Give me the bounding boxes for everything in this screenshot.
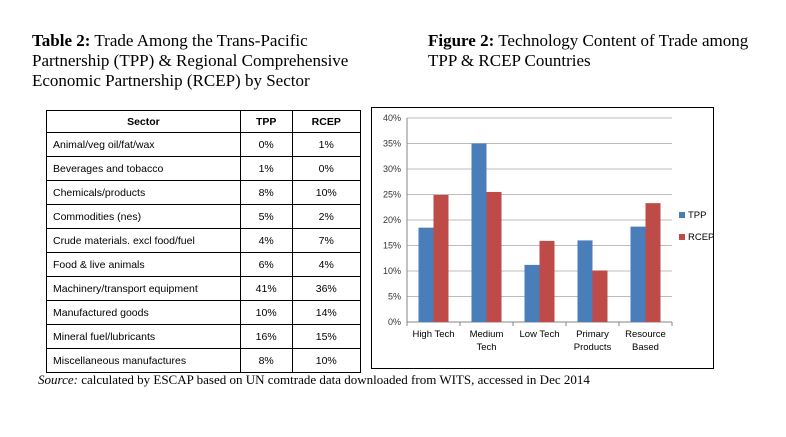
table-row: Food & live animals 6% 4% [46,252,361,277]
sector-cell: Crude materials. excl food/fuel [46,228,241,253]
chart-frame: 0% 5% 10% 15% 20% 25% 30% 35% 40% High Tech Medium… [371,107,714,369]
bar-rcep [592,270,608,322]
table-row: Crude materials. excl food/fuel 4% 7% [46,228,361,253]
header-tpp: TPP [239,110,293,133]
category-label: Low Tech [520,329,560,340]
tpp-cell: 6% [239,252,293,277]
bar-tpp [471,143,487,322]
category-label: Tech [476,342,496,353]
tpp-cell: 8% [239,180,293,205]
rcep-cell: 36% [291,276,361,301]
source-note: Source: calculated by ESCAP based on UN … [38,372,590,388]
y-tick-label: 5% [388,292,401,302]
category-label: Products [574,342,612,353]
bar-rcep [645,203,661,322]
bar-rcep [486,191,502,322]
tpp-cell: 41% [239,276,293,301]
tpp-cell: 4% [239,228,293,253]
rcep-cell: 7% [291,228,361,253]
rcep-cell: 4% [291,252,361,277]
rcep-cell: 1% [291,132,361,157]
sector-cell: Mineral fuel/lubricants [46,324,241,349]
rcep-cell: 15% [291,324,361,349]
tpp-cell: 16% [239,324,293,349]
table-row: Animal/veg oil/fat/wax 0% 1% [46,132,361,157]
y-tick-label: 35% [383,139,401,149]
bar-tpp [418,227,434,322]
header-sector: Sector [46,110,241,133]
rcep-cell: 2% [291,204,361,229]
table-row: Manufactured goods 10% 14% [46,300,361,325]
y-tick-label: 30% [383,164,401,174]
table-row: Commodities (nes) 5% 2% [46,204,361,229]
table-caption-text: Trade Among the Trans-Pacific Partnershi… [32,31,349,90]
figure-caption: Figure 2: Technology Content of Trade am… [428,31,758,71]
trade-table: Sector TPP RCEP Animal/veg oil/fat/wax 0%… [46,110,361,373]
legend-swatch-rcep [679,234,685,240]
table-header-row: Sector TPP RCEP [46,110,361,133]
y-tick-label: 40% [383,113,401,123]
figure-caption-text: Technology Content of Trade among TPP & … [428,31,749,70]
table-row: Beverages and tobacco 1% 0% [46,156,361,181]
sector-cell: Commodities (nes) [46,204,241,229]
sector-cell: Miscellaneous manufactures [46,348,241,373]
sector-cell: Machinery/transport equipment [46,276,241,301]
category-label: High Tech [412,329,454,340]
y-tick-label: 10% [383,266,401,276]
category-label: Resource [625,329,666,340]
sector-cell: Chemicals/products [46,180,241,205]
bar-tpp [630,226,646,322]
header-rcep: RCEP [291,110,361,133]
rcep-cell: 10% [291,180,361,205]
tpp-cell: 10% [239,300,293,325]
table-row: Machinery/transport equipment 41% 36% [46,276,361,301]
legend-label-rcep: RCEP [688,232,713,243]
sector-cell: Beverages and tobacco [46,156,241,181]
bar-tpp [524,264,540,322]
y-tick-label: 25% [383,190,401,200]
tpp-cell: 5% [239,204,293,229]
sector-cell: Animal/veg oil/fat/wax [46,132,241,157]
category-label: Primary [576,329,609,340]
bar-tpp [577,240,593,322]
y-tick-label: 15% [383,241,401,251]
table-row: Mineral fuel/lubricants 16% 15% [46,324,361,349]
figure-caption-label: Figure 2: [428,31,495,50]
source-label: Source: [38,372,78,387]
sector-cell: Food & live animals [46,252,241,277]
technology-content-chart: 0% 5% 10% 15% 20% 25% 30% 35% 40% High Tech Medium… [383,113,713,353]
rcep-cell: 0% [291,156,361,181]
table-caption: Table 2: Trade Among the Trans-Pacific P… [32,31,382,91]
table-row: Chemicals/products 8% 10% [46,180,361,205]
y-tick-label: 0% [388,317,401,327]
tpp-cell: 0% [239,132,293,157]
rcep-cell: 10% [291,348,361,373]
legend-label-tpp: TPP [688,210,706,221]
tpp-cell: 8% [239,348,293,373]
bar-rcep [433,195,449,322]
category-label: Medium [470,329,504,340]
source-text: calculated by ESCAP based on UN comtrade… [81,372,590,387]
y-tick-label: 20% [383,215,401,225]
sector-cell: Manufactured goods [46,300,241,325]
rcep-cell: 14% [291,300,361,325]
tpp-cell: 1% [239,156,293,181]
table-row: Miscellaneous manufactures 8% 10% [46,348,361,373]
category-label: Based [632,342,659,353]
legend-swatch-tpp [679,212,685,218]
table-caption-label: Table 2: [32,31,91,50]
bar-rcep [539,240,555,322]
